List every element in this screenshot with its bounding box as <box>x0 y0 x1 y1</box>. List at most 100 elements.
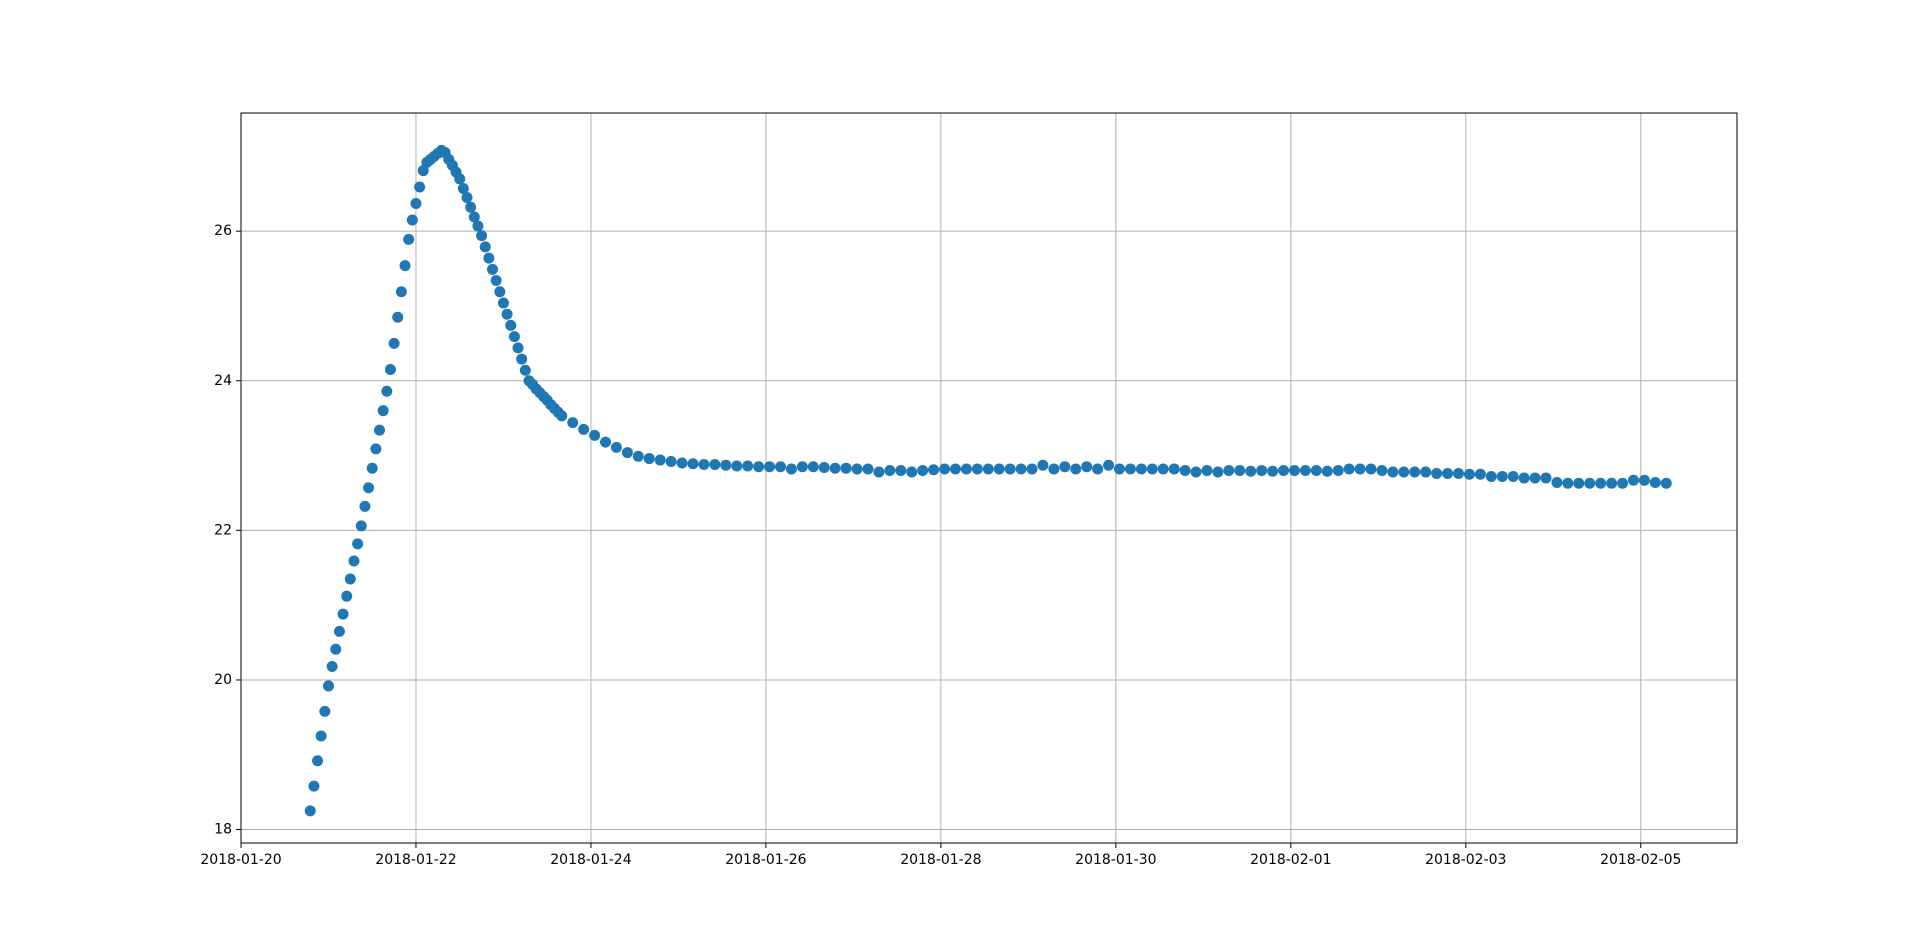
point <box>764 461 776 473</box>
point <box>1157 463 1169 475</box>
point <box>370 443 382 455</box>
x-tick-label: 2018-02-05 <box>1600 852 1681 868</box>
point <box>414 181 426 193</box>
axes-frame <box>240 112 1738 844</box>
point <box>1496 471 1508 483</box>
point <box>330 643 342 655</box>
point <box>479 241 491 253</box>
point <box>862 463 874 475</box>
point <box>1234 465 1246 477</box>
point <box>1485 471 1497 483</box>
point <box>359 500 371 512</box>
grid <box>240 113 1737 843</box>
point <box>742 460 754 472</box>
point <box>1343 463 1355 475</box>
point <box>1299 465 1311 477</box>
y-tick-label: 26 <box>214 223 232 239</box>
point <box>993 463 1005 475</box>
point <box>1179 465 1191 477</box>
point <box>1463 468 1475 480</box>
point <box>1376 465 1388 477</box>
point <box>315 730 327 742</box>
point <box>840 462 852 474</box>
point <box>337 608 349 620</box>
point <box>949 463 961 475</box>
point <box>352 538 364 550</box>
point <box>377 405 389 417</box>
point <box>567 417 579 429</box>
point <box>687 458 699 470</box>
point <box>312 755 324 767</box>
point <box>654 454 666 466</box>
point <box>344 573 356 585</box>
point <box>406 214 418 226</box>
point <box>1015 463 1027 475</box>
point <box>873 466 885 478</box>
x-tick-label: 2018-01-24 <box>550 852 631 868</box>
point <box>1332 465 1344 477</box>
point <box>501 308 513 320</box>
point <box>508 331 520 343</box>
point <box>326 660 338 672</box>
point <box>1081 461 1093 473</box>
x-tick-label: 2018-01-28 <box>900 852 981 868</box>
point <box>497 297 509 309</box>
point <box>731 460 743 472</box>
point <box>1627 474 1639 486</box>
point <box>884 465 896 477</box>
y-tick-label: 22 <box>214 522 232 538</box>
point <box>1518 472 1530 484</box>
point <box>906 466 918 478</box>
point <box>928 464 940 476</box>
point <box>1638 474 1650 486</box>
point <box>796 461 808 473</box>
point <box>939 463 951 475</box>
point <box>1660 477 1672 489</box>
point <box>851 463 863 475</box>
point <box>1288 465 1300 477</box>
point <box>1256 465 1268 477</box>
point <box>1420 466 1432 478</box>
point <box>322 680 334 692</box>
point <box>665 456 677 468</box>
point <box>403 233 415 245</box>
point <box>410 198 422 210</box>
point <box>1135 463 1147 475</box>
point <box>785 463 797 475</box>
point <box>366 462 378 474</box>
point <box>643 453 655 465</box>
point <box>333 625 345 637</box>
point <box>1617 477 1629 489</box>
point <box>1409 466 1421 478</box>
point <box>917 465 929 477</box>
ticks: 18 20 22 24 26 2018-01-20 2018-01-22 2018-01-24… <box>200 223 1681 868</box>
point <box>1190 466 1202 478</box>
point <box>1442 468 1454 480</box>
point <box>399 260 411 272</box>
point <box>457 183 469 195</box>
point <box>1606 477 1618 489</box>
point <box>960 463 972 475</box>
point <box>578 423 590 435</box>
y-tick-label: 18 <box>214 822 232 838</box>
point <box>1310 465 1322 477</box>
x-tick-label: 2018-02-03 <box>1425 852 1506 868</box>
point <box>1354 463 1366 475</box>
point <box>1103 459 1115 471</box>
point <box>829 462 841 474</box>
point <box>1201 465 1213 477</box>
point <box>971 463 983 475</box>
point <box>807 461 819 473</box>
point <box>982 463 994 475</box>
point <box>304 805 316 817</box>
x-tick-label: 2018-01-20 <box>200 852 281 868</box>
point <box>384 364 396 376</box>
point <box>1595 477 1607 489</box>
point <box>461 192 473 204</box>
point <box>1223 465 1235 477</box>
point <box>610 441 622 453</box>
point <box>1212 466 1224 478</box>
point <box>374 424 386 436</box>
point <box>1168 463 1180 475</box>
